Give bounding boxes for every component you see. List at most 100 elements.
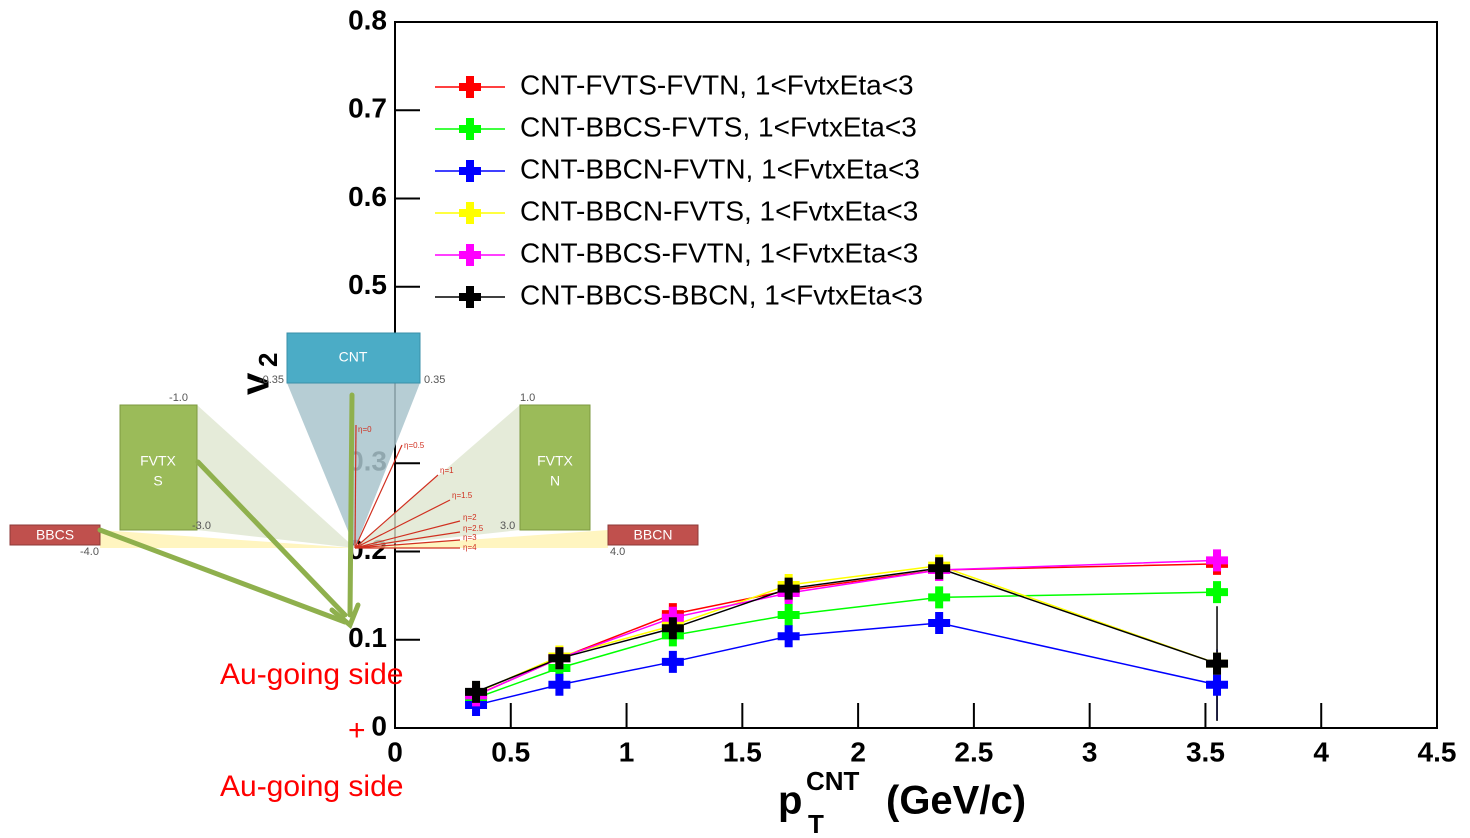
- series-line: [475, 622, 1218, 706]
- y-tick-label: 0.5: [348, 269, 387, 300]
- x-axis-label-sub: T: [808, 809, 824, 838]
- marker: [928, 586, 951, 609]
- marker: [777, 625, 800, 648]
- x-tick-label: 4: [1313, 736, 1329, 767]
- eta-line: [354, 520, 461, 549]
- marker: [1206, 652, 1229, 675]
- detector-label: FVTX: [140, 453, 176, 469]
- legend-marker: [459, 160, 481, 182]
- edge-label: -0.35: [259, 374, 284, 386]
- legend-label: CNT-BBCN-FVTN, 1<FvtxEta<3: [520, 153, 920, 184]
- eta-line: [354, 474, 439, 549]
- series-line: [475, 567, 1218, 693]
- x-axis-label-unit: (GeV/c): [886, 779, 1026, 823]
- legend-marker: [459, 202, 481, 224]
- legend-label: CNT-FVTS-FVTN, 1<FvtxEta<3: [520, 69, 914, 100]
- edge-label: 0.35: [424, 374, 445, 386]
- y-tick-label: 0.6: [348, 181, 387, 212]
- bbcn-box: [607, 524, 699, 546]
- x-tick-label: 2.5: [954, 736, 993, 767]
- arrows: [97, 392, 361, 630]
- fvtx-s-box: [119, 404, 198, 531]
- marker: [661, 617, 684, 640]
- x-tick-label: 4.5: [1418, 736, 1457, 767]
- detector-label: S: [153, 473, 162, 489]
- edge-label: -4.0: [80, 546, 99, 558]
- cnt-box: [286, 332, 421, 384]
- arrow: [347, 392, 355, 618]
- eta-label: η=1: [440, 466, 454, 475]
- legend-label: CNT-BBCS-BBCN, 1<FvtxEta<3: [520, 279, 923, 310]
- x-tick-label: 0: [387, 736, 403, 767]
- bbc-acceptance: [100, 530, 355, 548]
- y-axis-label: v: [234, 372, 278, 395]
- chart: 00.10.20.30.40.50.60.70.800.511.522.533.…: [234, 4, 1457, 838]
- x-tick-label: 2: [850, 736, 866, 767]
- legend-marker: [459, 118, 481, 140]
- y-tick-label: 0: [371, 710, 387, 741]
- marker: [1206, 581, 1229, 604]
- annotation: Au-going side: [220, 770, 403, 803]
- legend-marker: [459, 244, 481, 266]
- marker: [928, 611, 951, 634]
- edge-label: -1.0: [169, 392, 188, 404]
- legend-label: CNT-BBCS-FVTS, 1<FvtxEta<3: [520, 111, 917, 142]
- eta-lines: [354, 424, 461, 549]
- marker: [548, 647, 571, 670]
- y-tick-label: 0.7: [348, 93, 387, 124]
- series-line: [475, 591, 1218, 699]
- eta-line: [354, 499, 451, 549]
- eta-label: η=0.5: [404, 441, 425, 450]
- legend-label: CNT-BBCS-FVTN, 1<FvtxEta<3: [520, 237, 918, 268]
- eta-line: [354, 444, 403, 549]
- marker: [1206, 549, 1229, 572]
- eta-line: [354, 539, 461, 549]
- x-tick-label: 3: [1082, 736, 1098, 767]
- annotation: +: [348, 714, 366, 747]
- detector-label: FVTX: [537, 453, 573, 469]
- eta-label: η=2: [463, 513, 477, 522]
- marker: [1206, 673, 1229, 696]
- y-axis-label-sub: 2: [253, 353, 283, 367]
- marker: [777, 577, 800, 600]
- detector-label: BBCS: [36, 527, 74, 543]
- edge-label: 4.0: [610, 546, 625, 558]
- bbcs-box: [9, 524, 101, 546]
- fvtx-acceptance: [197, 405, 355, 548]
- x-axis-label: p: [778, 779, 802, 823]
- x-tick-label: 1: [619, 736, 635, 767]
- marker: [548, 673, 571, 696]
- x-tick-label: 0.5: [491, 736, 530, 767]
- eta-line: [354, 424, 357, 549]
- eta-label: η=4: [463, 543, 477, 552]
- edge-label: 1.0: [520, 392, 535, 404]
- eta-label: η=2.5: [463, 524, 484, 533]
- detector-label: N: [550, 473, 560, 489]
- arrow: [97, 527, 348, 625]
- eta-label: η=1.5: [452, 491, 473, 500]
- y-tick-label: 0.8: [348, 4, 387, 35]
- legend-marker: [459, 286, 481, 308]
- marker: [777, 604, 800, 627]
- y-tick-label: 0.1: [348, 622, 387, 653]
- marker: [661, 650, 684, 673]
- x-tick-label: 1.5: [723, 736, 762, 767]
- arrow: [195, 459, 348, 618]
- annotation: Au-going side: [220, 658, 403, 691]
- x-axis-label-sup: CNT: [806, 766, 860, 796]
- marker: [928, 557, 951, 580]
- fvtx-n-box: [519, 404, 591, 531]
- eta-label: η=3: [463, 533, 477, 542]
- arrow-head: [329, 602, 361, 630]
- eta-label: η=0: [358, 425, 372, 434]
- detector-label: CNT: [339, 349, 368, 365]
- edge-label: -3.0: [192, 520, 211, 532]
- marker: [465, 680, 488, 703]
- x-tick-label: 3.5: [1186, 736, 1225, 767]
- edge-label: 3.0: [500, 520, 515, 532]
- detector-label: BBCN: [634, 527, 673, 543]
- detector-diagram: CNT FVTX S FVTX N BBCS BBCN -0.35 0.35 -…: [9, 332, 699, 630]
- legend-marker: [459, 76, 481, 98]
- legend-label: CNT-BBCN-FVTS, 1<FvtxEta<3: [520, 195, 918, 226]
